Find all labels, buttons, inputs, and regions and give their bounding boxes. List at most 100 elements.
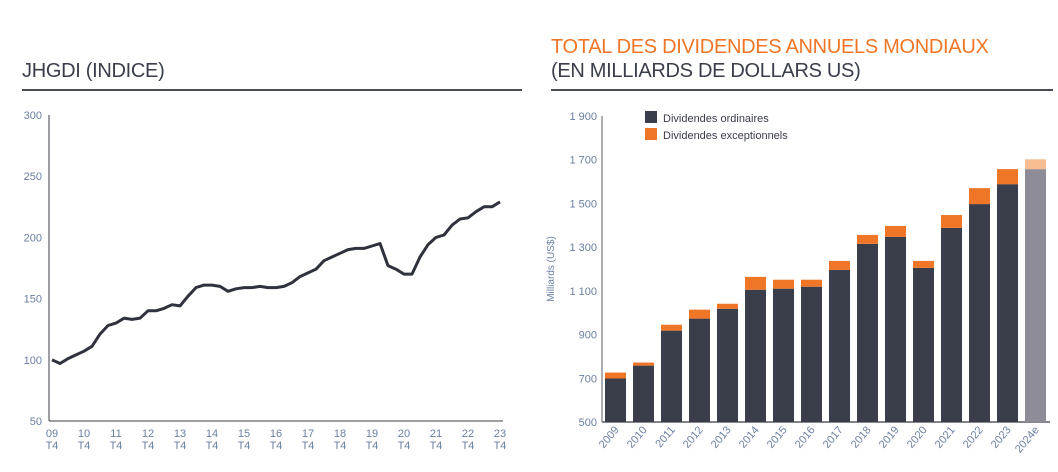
x-tick-label: 10 bbox=[78, 428, 90, 440]
bar-exceptional-2012 bbox=[689, 309, 710, 319]
x-tick-label: 2009 bbox=[597, 424, 622, 450]
x-tick-label: 11 bbox=[110, 428, 121, 440]
bar-exceptional-2022 bbox=[969, 188, 990, 205]
bar-exceptional-2018 bbox=[857, 234, 878, 244]
x-tick-label: 20 bbox=[398, 428, 410, 440]
x-tick-label: T4 bbox=[174, 440, 187, 452]
bar-ordinary-2017 bbox=[829, 269, 850, 422]
bar-ordinary-2023 bbox=[997, 184, 1018, 422]
bar-exceptional-2010 bbox=[633, 362, 654, 366]
x-tick-label: 2015 bbox=[765, 424, 790, 450]
bar-ordinary-2018 bbox=[857, 243, 878, 422]
bar-chart-title: TOTAL DES DIVIDENDES ANNUELS MONDIAUX bbox=[551, 36, 989, 58]
bar-ordinary-2020 bbox=[913, 267, 934, 422]
y-tick-label: 200 bbox=[24, 232, 42, 244]
y-axis-label: Milliards (US$) bbox=[546, 236, 557, 302]
bar-chart-subtitle: (EN MILLIARDS DE DOLLARS US) bbox=[551, 60, 861, 82]
x-tick-label: 2011 bbox=[653, 424, 677, 450]
y-tick-label: 1 700 bbox=[569, 155, 597, 167]
x-tick-label: T4 bbox=[366, 440, 379, 452]
x-tick-label: 2023 bbox=[989, 424, 1014, 450]
x-tick-label: 2014 bbox=[737, 424, 762, 450]
left-title-rule bbox=[22, 89, 522, 91]
x-tick-label: 2012 bbox=[681, 424, 706, 450]
bar-exceptional-2011 bbox=[661, 324, 682, 331]
x-tick-label: T4 bbox=[270, 440, 283, 452]
x-tick-label: T4 bbox=[142, 440, 155, 452]
bar-exceptional-2021 bbox=[941, 215, 962, 228]
x-tick-label: T4 bbox=[334, 440, 347, 452]
x-tick-label: 2010 bbox=[625, 424, 650, 450]
legend-label-exceptional: Dividendes exceptionnels bbox=[663, 130, 788, 142]
legend-label-ordinary: Dividendes ordinaires bbox=[663, 113, 769, 125]
bar-ordinary-2016 bbox=[801, 286, 822, 422]
x-tick-label: T4 bbox=[78, 440, 91, 452]
x-tick-label: 2024e bbox=[1013, 424, 1042, 455]
x-tick-label: 19 bbox=[366, 428, 378, 440]
y-tick-label: 100 bbox=[24, 355, 42, 367]
x-tick-label: T4 bbox=[46, 440, 59, 452]
x-tick-label: 21 bbox=[430, 428, 442, 440]
bar-ordinary-2010 bbox=[633, 365, 654, 422]
x-tick-label: 2020 bbox=[905, 424, 930, 450]
x-tick-label: T4 bbox=[110, 440, 123, 452]
x-tick-label: T4 bbox=[398, 440, 411, 452]
x-tick-label: 23 bbox=[494, 428, 506, 440]
bar-exceptional-2023 bbox=[997, 169, 1018, 185]
x-tick-label: T4 bbox=[462, 440, 475, 452]
bar-exceptional-2009 bbox=[605, 372, 626, 379]
bar-exceptional-2015 bbox=[773, 279, 794, 289]
x-tick-label: 2018 bbox=[849, 424, 874, 450]
x-tick-label: 17 bbox=[302, 428, 314, 440]
bar-exceptional-2016 bbox=[801, 279, 822, 287]
y-tick-label: 150 bbox=[24, 294, 42, 306]
bar-ordinary-2024e bbox=[1025, 169, 1046, 422]
y-tick-label: 1 100 bbox=[569, 286, 597, 298]
bar-ordinary-2021 bbox=[941, 227, 962, 422]
x-tick-label: T4 bbox=[494, 440, 507, 452]
x-tick-label: 2016 bbox=[793, 424, 818, 450]
x-tick-label: 16 bbox=[270, 428, 282, 440]
x-tick-label: 09 bbox=[46, 428, 58, 440]
bar-ordinary-2009 bbox=[605, 378, 626, 422]
bar-ordinary-2014 bbox=[745, 289, 766, 422]
x-tick-label: 22 bbox=[462, 428, 474, 440]
x-tick-label: T4 bbox=[238, 440, 251, 452]
x-tick-label: 18 bbox=[334, 428, 346, 440]
bar-exceptional-2019 bbox=[885, 225, 906, 237]
x-tick-label: 14 bbox=[206, 428, 218, 440]
bar-ordinary-2022 bbox=[969, 204, 990, 422]
legend-swatch-exceptional bbox=[645, 128, 657, 140]
x-tick-label: T4 bbox=[302, 440, 315, 452]
bar-ordinary-2013 bbox=[717, 308, 738, 422]
y-tick-label: 1 300 bbox=[569, 242, 597, 254]
line-chart-title: JHGDI (INDICE) bbox=[22, 60, 165, 82]
bar-exceptional-2024e bbox=[1025, 159, 1046, 170]
x-tick-label: T4 bbox=[430, 440, 443, 452]
y-tick-label: 700 bbox=[579, 373, 597, 385]
bar-exceptional-2017 bbox=[829, 260, 850, 270]
x-tick-label: T4 bbox=[206, 440, 219, 452]
bar-ordinary-2015 bbox=[773, 288, 794, 422]
jhgdi-line bbox=[51, 200, 501, 365]
x-tick-label: 2019 bbox=[877, 424, 902, 450]
y-tick-label: 1 500 bbox=[569, 198, 597, 210]
bar-ordinary-2011 bbox=[661, 330, 682, 422]
legend-swatch-ordinary bbox=[645, 111, 657, 123]
x-tick-label: 2017 bbox=[821, 424, 846, 450]
bar-exceptional-2020 bbox=[913, 260, 934, 268]
y-tick-label: 50 bbox=[30, 416, 42, 428]
bar-ordinary-2019 bbox=[885, 236, 906, 422]
right-title-rule bbox=[551, 89, 1053, 91]
y-tick-label: 500 bbox=[579, 417, 597, 429]
x-tick-label: 15 bbox=[238, 428, 250, 440]
y-tick-label: 250 bbox=[24, 171, 42, 183]
x-tick-label: 2013 bbox=[709, 424, 734, 450]
x-tick-label: 13 bbox=[174, 428, 186, 440]
y-tick-label: 900 bbox=[579, 330, 597, 342]
x-tick-label: 2021 bbox=[933, 424, 958, 450]
x-tick-label: 12 bbox=[142, 428, 154, 440]
bar-exceptional-2014 bbox=[745, 276, 766, 290]
bar-ordinary-2012 bbox=[689, 318, 710, 422]
